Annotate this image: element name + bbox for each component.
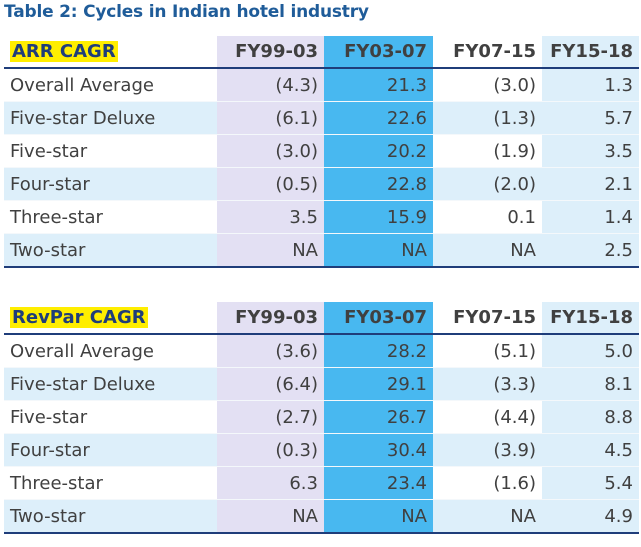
table-row: Three-star 3.5 15.9 0.1 1.4 [4,200,639,234]
cell-value: (5.1) [433,334,542,368]
cell-value: (0.3) [217,433,324,467]
cell-value: 5.4 [542,466,639,500]
cell-value: NA [324,499,433,534]
cell-value: (1.9) [433,134,542,168]
cell-value: (6.4) [217,367,324,401]
cell-value: 3.5 [217,200,324,234]
cell-value: 29.1 [324,367,433,401]
cell-value: 15.9 [324,200,433,234]
cell-value: 1.4 [542,200,639,234]
cell-value: 5.0 [542,334,639,368]
row-label: Four-star [4,433,217,467]
row-label: Three-star [4,200,217,234]
cell-value: (3.6) [217,334,324,368]
table-row: Overall Average (4.3) 21.3 (3.0) 1.3 [4,68,639,102]
cell-value: 3.5 [542,134,639,168]
table-row: Two-star NA NA NA 2.5 [4,233,639,268]
cell-value: 1.3 [542,68,639,102]
cell-value: (2.7) [217,400,324,434]
cell-value: 20.2 [324,134,433,168]
column-header: FY15-18 [542,302,639,335]
cell-value: NA [433,499,542,534]
row-label: Five-star [4,400,217,434]
cell-value: 26.7 [324,400,433,434]
cell-value: 4.9 [542,499,639,534]
column-header: FY07-15 [433,36,542,69]
arr-cagr-table: ARR CAGR FY99-03 FY03-07 FY07-15 FY15-18… [4,36,639,268]
row-label: Five-star Deluxe [4,101,217,135]
table-label-cell: ARR CAGR [4,36,217,69]
cell-value: (3.9) [433,433,542,467]
cell-value: (3.3) [433,367,542,401]
cell-value: 5.7 [542,101,639,135]
cell-value: NA [433,233,542,268]
table-row: Four-star (0.3) 30.4 (3.9) 4.5 [4,433,639,467]
table-title: Table 2: Cycles in Indian hotel industry [4,2,369,22]
row-label: Two-star [4,499,217,534]
cell-value: (4.3) [217,68,324,102]
cell-value: 0.1 [433,200,542,234]
cell-value: 6.3 [217,466,324,500]
cell-value: (3.0) [217,134,324,168]
table-row: Four-star (0.5) 22.8 (2.0) 2.1 [4,167,639,201]
cell-value: 4.5 [542,433,639,467]
cell-value: 28.2 [324,334,433,368]
cell-value: 23.4 [324,466,433,500]
cell-value: 8.8 [542,400,639,434]
cell-value: (3.0) [433,68,542,102]
column-header: FY99-03 [217,302,324,335]
cell-value: NA [324,233,433,268]
row-label: Overall Average [4,68,217,102]
row-label: Three-star [4,466,217,500]
table-row: Five-star (2.7) 26.7 (4.4) 8.8 [4,400,639,434]
revpar-cagr-table: RevPar CAGR FY99-03 FY03-07 FY07-15 FY15… [4,302,639,534]
row-label: Two-star [4,233,217,268]
cell-value: 8.1 [542,367,639,401]
column-header: FY03-07 [324,302,433,335]
column-header: FY03-07 [324,36,433,69]
cell-value: NA [217,233,324,268]
column-header: FY99-03 [217,36,324,69]
cell-value: (1.6) [433,466,542,500]
cell-value: (6.1) [217,101,324,135]
cell-value: (0.5) [217,167,324,201]
cell-value: 22.8 [324,167,433,201]
table-label: RevPar CAGR [10,307,148,328]
cell-value: 21.3 [324,68,433,102]
table-row: Three-star 6.3 23.4 (1.6) 5.4 [4,466,639,500]
cell-value: (4.4) [433,400,542,434]
cell-value: (1.3) [433,101,542,135]
cell-value: 30.4 [324,433,433,467]
row-label: Four-star [4,167,217,201]
row-label: Five-star Deluxe [4,367,217,401]
cell-value: 2.5 [542,233,639,268]
cell-value: (2.0) [433,167,542,201]
header-row: ARR CAGR FY99-03 FY03-07 FY07-15 FY15-18 [4,36,639,69]
column-header: FY15-18 [542,36,639,69]
column-header: FY07-15 [433,302,542,335]
table-row: Two-star NA NA NA 4.9 [4,499,639,534]
table-row: Overall Average (3.6) 28.2 (5.1) 5.0 [4,334,639,368]
table-label-cell: RevPar CAGR [4,302,217,335]
table-row: Five-star Deluxe (6.4) 29.1 (3.3) 8.1 [4,367,639,401]
header-row: RevPar CAGR FY99-03 FY03-07 FY07-15 FY15… [4,302,639,335]
row-label: Overall Average [4,334,217,368]
table-label: ARR CAGR [10,41,118,62]
row-label: Five-star [4,134,217,168]
cell-value: NA [217,499,324,534]
cell-value: 22.6 [324,101,433,135]
cell-value: 2.1 [542,167,639,201]
table-row: Five-star Deluxe (6.1) 22.6 (1.3) 5.7 [4,101,639,135]
table-row: Five-star (3.0) 20.2 (1.9) 3.5 [4,134,639,168]
